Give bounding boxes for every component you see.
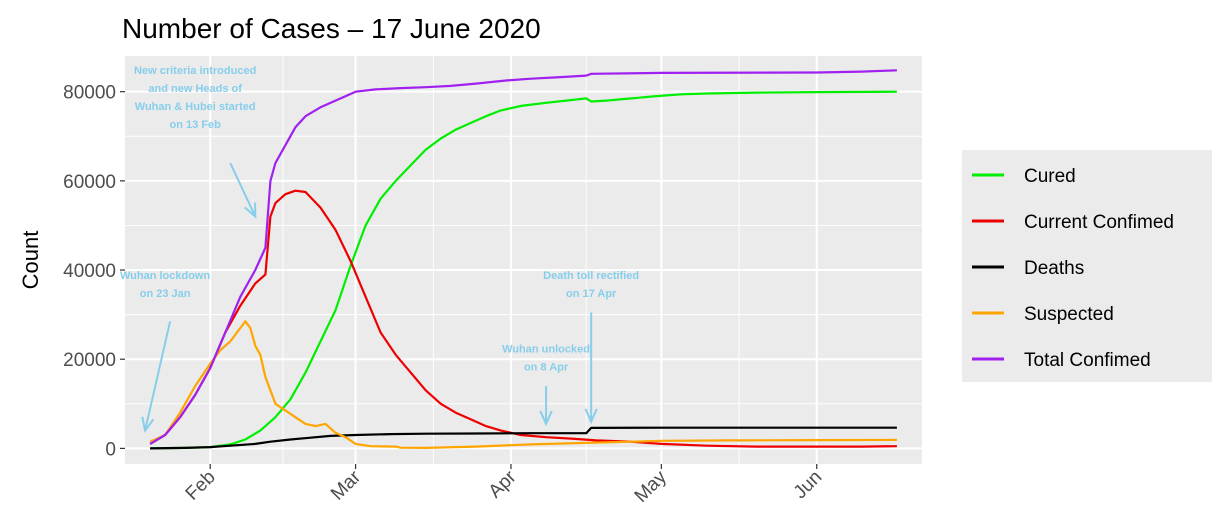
y-axis: 0 20000 40000 60000 80000 [63,83,125,460]
y-tick-label: 20000 [63,350,116,371]
chart-title: Number of Cases – 17 June 2020 [122,13,541,44]
annotation-text: and new Heads of [148,83,242,95]
x-axis: Feb Mar Apr May Jun [182,464,827,507]
legend-label: Deaths [1024,258,1084,279]
legend-label: Cured [1024,166,1076,187]
series-line [149,320,897,449]
legend-label: Suspected [1024,304,1114,325]
y-tick-label: 60000 [63,172,116,193]
x-tick-label: Feb [182,467,220,505]
legend: Cured Current Confimed Deaths Suspected Tota… [962,150,1212,382]
y-axis-title: Count [18,231,43,290]
annotation-text: Wuhan & Hubei started [135,101,256,113]
annotation-arrowhead [141,416,155,433]
annotations: New criteria introduced and new Heads of W… [120,65,639,433]
annotation-text: on 13 Feb [170,119,222,131]
series-line [150,90,897,450]
annotation-text: on 8 Apr [524,362,569,374]
annotation-arrow [144,321,172,431]
annotation-arrow [229,162,257,217]
annotation-text: Wuhan lockdown [120,270,211,282]
series-lines [149,69,897,450]
y-tick-label: 0 [105,439,116,460]
annotation-arrowhead [244,202,257,219]
annotation-text: New criteria introduced [134,65,256,77]
annotation-text: on 17 Apr [566,288,617,300]
legend-label: Total Confimed [1024,350,1151,371]
annotation-arrowhead [584,408,598,425]
minor-gridlines [125,56,922,464]
x-tick-label: May [631,466,672,507]
annotation-text: Wuhan unlocked [502,344,590,356]
x-tick-label: Apr [485,466,521,502]
annotation-arrowhead [539,410,553,427]
series-line [149,69,897,445]
annotation-text: Death toll rectified [543,270,639,282]
plot-background [125,56,922,464]
x-tick-label: Jun [790,467,827,504]
x-tick-label: Mar [327,466,365,504]
annotation-text: on 23 Jan [140,288,191,300]
y-tick-label: 80000 [63,83,116,104]
legend-label: Current Confimed [1024,212,1174,233]
y-tick-label: 40000 [63,261,116,282]
